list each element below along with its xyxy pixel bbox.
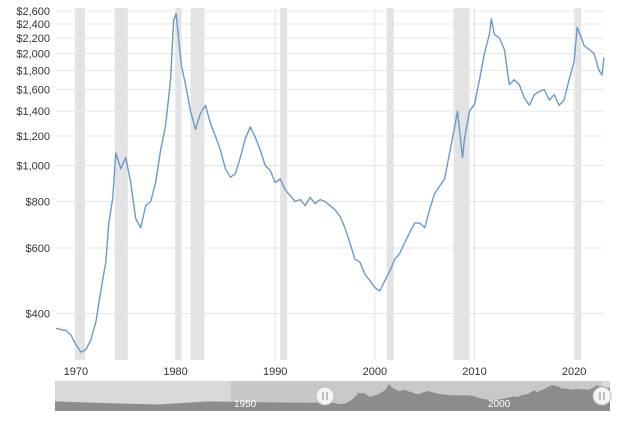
y-tick-label: $1,200: [16, 131, 50, 143]
y-tick-label: $2,600: [16, 6, 50, 18]
gridlines: [56, 8, 604, 360]
y-tick-label: $1,000: [16, 160, 50, 172]
y-tick-label: $400: [26, 309, 50, 321]
recession-band: [386, 8, 394, 360]
navigator-left-handle[interactable]: [315, 386, 335, 406]
recession-band: [190, 8, 205, 360]
recession-band: [280, 8, 288, 360]
y-tick-label: $1,800: [16, 65, 50, 77]
recession-band: [453, 8, 470, 360]
y-tick-label: $600: [26, 243, 50, 255]
navigator-mini-chart: [55, 384, 610, 411]
navigator-right-handle[interactable]: [592, 386, 612, 406]
recession-band: [74, 8, 85, 360]
recession-band: [175, 8, 182, 360]
x-tick-label: 1970: [64, 366, 88, 378]
x-tick-label: 1980: [163, 366, 187, 378]
y-tick-label: $2,000: [16, 48, 50, 60]
price-series-line: [55, 12, 605, 353]
y-axis-ticks: $400 $600 $800 $1,000 $1,200 $1,400 $1,600 $1,8…: [16, 6, 50, 320]
x-tick-label: 1990: [263, 366, 287, 378]
x-tick-label: 2020: [562, 366, 586, 378]
x-tick-label: 2010: [462, 366, 486, 378]
x-axis-ticks: 1970 1980 1990 2000 2010 2020: [64, 366, 587, 378]
recession-band: [575, 8, 582, 360]
y-tick-label: $2,200: [16, 33, 50, 45]
y-tick-label: $800: [26, 197, 50, 209]
x-tick-label: 2000: [363, 366, 387, 378]
navigator-label-right: 2000: [488, 399, 511, 410]
navigator-label-left: 1950: [234, 399, 257, 410]
y-tick-label: $1,400: [16, 106, 50, 118]
y-tick-label: $1,600: [16, 85, 50, 97]
recession-band: [114, 8, 128, 360]
recession-bands: [74, 8, 582, 360]
y-tick-label: $2,400: [16, 19, 50, 31]
series-layer: [55, 12, 605, 353]
range-navigator[interactable]: 1950 2000: [55, 381, 612, 411]
